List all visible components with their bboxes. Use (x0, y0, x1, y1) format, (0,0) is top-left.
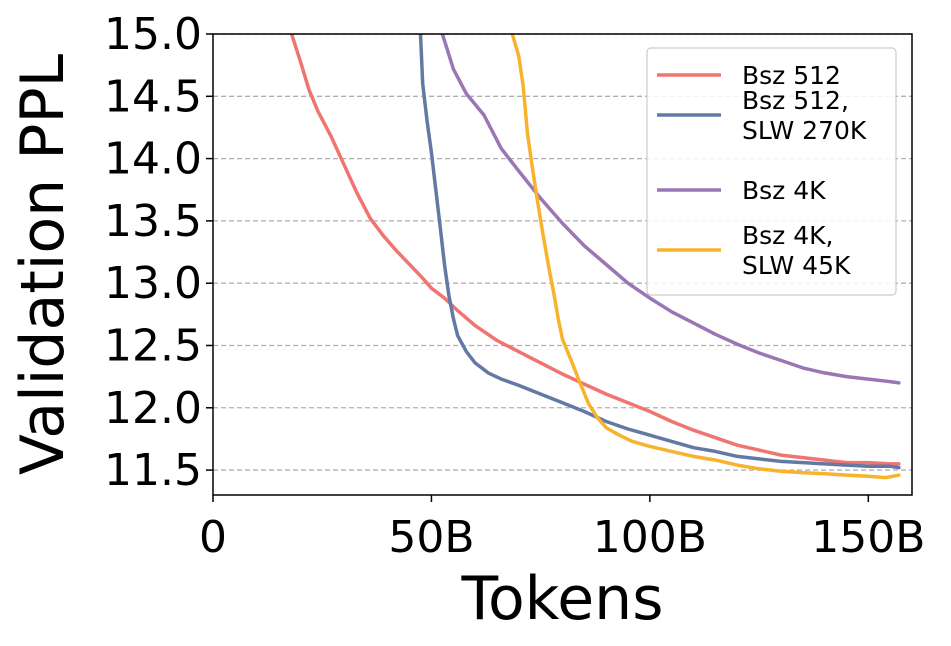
legend-label-bsz-512: Bsz 512 (742, 61, 841, 90)
y-axis-ticks: 11.5 12.0 12.5 13.0 13.5 14.0 14.5 15.0 (104, 9, 213, 496)
x-tick-label: 0 (199, 512, 227, 563)
x-tick-label: 150B (811, 512, 925, 563)
y-tick-label: 11.5 (104, 445, 202, 496)
y-tick-label: 14.5 (104, 71, 202, 122)
x-tick-label: 50B (388, 512, 474, 563)
y-tick-label: 15.0 (104, 9, 202, 60)
plot-frame (212, 33, 913, 496)
legend-box (646, 47, 897, 296)
series-lines (289, 34, 901, 480)
y-axis-title: Validation PPL (8, 53, 78, 475)
series-line-bsz-512-slw-270k (418, 34, 901, 470)
series-line-bsz-512 (289, 34, 901, 466)
y-tick-label: 13.5 (104, 196, 202, 247)
legend-label-bsz-4k-slw-45k: Bsz 4K, SLW 45K (742, 221, 851, 280)
y-tick-label: 13.0 (104, 258, 202, 309)
series-line-bsz-4k (440, 34, 901, 385)
x-tick-label: 100B (593, 512, 707, 563)
x-axis-ticks: 0 50B 100B 150B (199, 495, 925, 563)
y-tick-label: 14.0 (104, 134, 202, 185)
y-tick-label: 12.0 (104, 383, 202, 434)
y-tick-label: 12.5 (104, 320, 202, 371)
legend-label-bsz-4k: Bsz 4K (742, 176, 826, 205)
series-line-bsz-4k-slw-45k (510, 34, 901, 480)
legend-label-bsz-512-slw-270k: Bsz 512, SLW 270K (742, 86, 867, 145)
x-axis-title: Tokens (461, 564, 664, 634)
